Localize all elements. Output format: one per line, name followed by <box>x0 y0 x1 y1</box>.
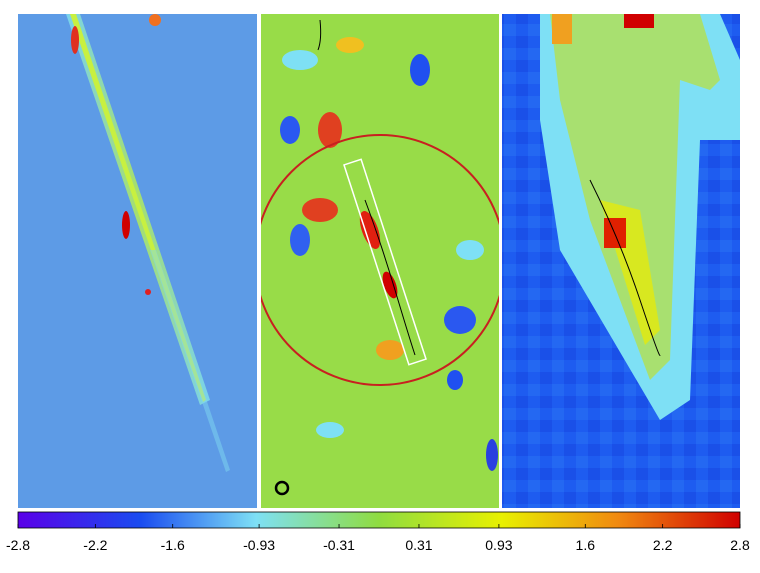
tick-label: -0.31 <box>323 537 355 553</box>
tick-label: -2.8 <box>6 537 30 553</box>
tick-label: -0.93 <box>243 537 275 553</box>
panel-left <box>18 14 257 508</box>
colorbar <box>17 511 741 529</box>
panel-middle <box>261 14 499 508</box>
tick-label: 2.8 <box>730 537 750 553</box>
tick-label: 2.2 <box>653 537 673 553</box>
tick-label: 0.31 <box>405 537 432 553</box>
colorbar-ticks: -2.8 -2.2 -1.6 -0.93 -0.31 0.31 0.93 1.6 2.2 2.8 <box>6 524 750 553</box>
tick-label: 1.6 <box>576 537 596 553</box>
panel-right <box>502 14 740 508</box>
tick-label: -2.2 <box>83 537 107 553</box>
tick-label: -1.6 <box>161 537 185 553</box>
tick-label: 0.93 <box>485 537 512 553</box>
